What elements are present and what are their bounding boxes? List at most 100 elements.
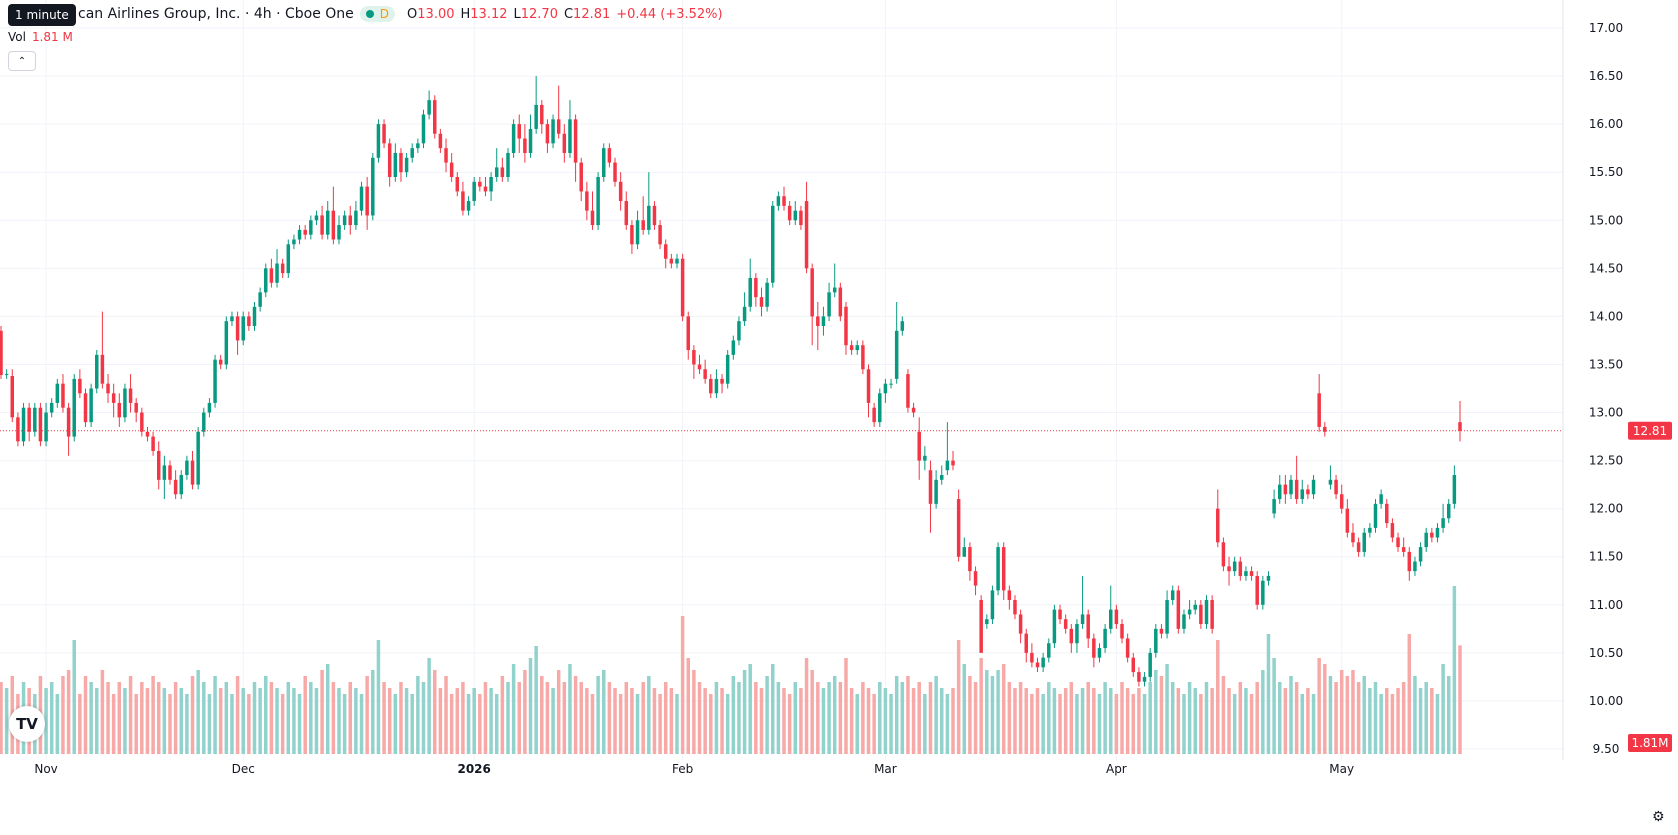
volume-bar [731,676,736,754]
volume-bar [759,688,764,754]
candle-body [376,124,381,158]
volume-bar [962,664,967,754]
volume-bar [218,688,223,754]
candle-body [111,393,116,403]
volume-bar [585,688,589,754]
candle-body [827,292,831,317]
price-tick-label: 13.50 [1589,357,1623,371]
volume-bar [709,694,713,754]
candle-body [1069,628,1074,644]
candle-body [1289,479,1293,495]
volume-bar [810,670,814,754]
candle-body [872,407,876,423]
candle-body [545,124,550,144]
candle-body [917,431,921,461]
volume-bar [906,676,910,754]
candle-body [939,475,944,480]
data-mode-letter: D [379,7,390,21]
volume-bar [545,682,550,754]
volume-bar [596,676,600,754]
candle-body [551,119,555,144]
candle-body [89,388,93,423]
candle-body [292,239,296,245]
candle-body [438,133,443,149]
volume-bar [1108,688,1113,754]
candle-body [923,455,927,461]
volume-bar [579,682,583,754]
volume-bar [832,676,837,754]
candle-body [1137,672,1141,682]
candle-body [720,378,724,384]
volume-bar [472,688,476,754]
candle-body [759,297,764,307]
candle-body [1249,571,1254,576]
candle-body [1108,609,1113,629]
volume-bar [528,658,533,754]
candle-body [1007,590,1012,600]
volume-bar [1249,694,1254,754]
volume-bar [1199,694,1203,754]
volume-bar [568,664,572,754]
volume-bar [990,676,995,754]
volume-bar [0,682,3,754]
volume-bar [1351,670,1355,754]
volume-bar [1035,688,1040,754]
volume-bar [1131,694,1136,754]
volume-bar [1446,676,1451,754]
candle-body [1114,609,1119,625]
volume-bar [100,670,105,754]
volume-bar [78,694,82,754]
volume-bar [844,658,848,754]
volume-bar [506,682,510,754]
candle-body [1035,662,1040,668]
collapse-legend-button[interactable]: ⌃ [8,51,36,71]
volume-bar [1458,645,1462,754]
volume-bar [427,658,431,754]
symbol-title[interactable]: can Airlines Group, Inc. · 4h · Cboe One [78,6,354,22]
candle-body [737,321,741,341]
candle-body [264,268,268,293]
axis-badges: 12.81 1.81M [1628,421,1672,752]
volume-bar [1345,676,1350,754]
volume-bar [421,682,426,754]
market-status[interactable]: D [359,6,396,22]
candle-body [776,196,781,206]
volume-bar [1013,688,1017,754]
candle-body [641,220,645,230]
tradingview-logo-icon[interactable]: TV [9,706,45,742]
candle-body [1407,551,1412,572]
volume-bar [61,676,65,754]
volume-bar [821,688,826,754]
candle-body [979,599,983,653]
candle-body [1300,489,1305,500]
volume-bar [1266,634,1271,754]
volume-bar [1125,688,1130,754]
candle-body [55,383,60,403]
volume-bar [979,658,983,754]
gear-icon[interactable]: ⚙ [1652,809,1665,825]
volume-bar [72,640,76,754]
candle-body [1227,566,1231,572]
volume-bar [1204,682,1209,754]
candle-body [1261,580,1265,605]
volume-bar [917,682,921,754]
volume-bar [461,682,465,754]
volume-bar [1193,688,1197,754]
candle-body [568,119,572,153]
volume-bar [410,694,414,754]
price-tick-label: 11.50 [1589,550,1623,564]
candle-body [1131,657,1136,673]
candle-body [900,321,905,331]
volume-bar [444,676,448,754]
candle-body [945,460,950,471]
volume-bar [399,682,403,754]
volume-bar [66,670,71,754]
volume-bar [489,688,493,754]
volume-bar [1075,694,1079,754]
candle-body [787,205,792,221]
candle-body [579,162,583,192]
candle-body [793,210,798,221]
volume-bar [44,688,48,754]
volume-bar [455,688,460,754]
